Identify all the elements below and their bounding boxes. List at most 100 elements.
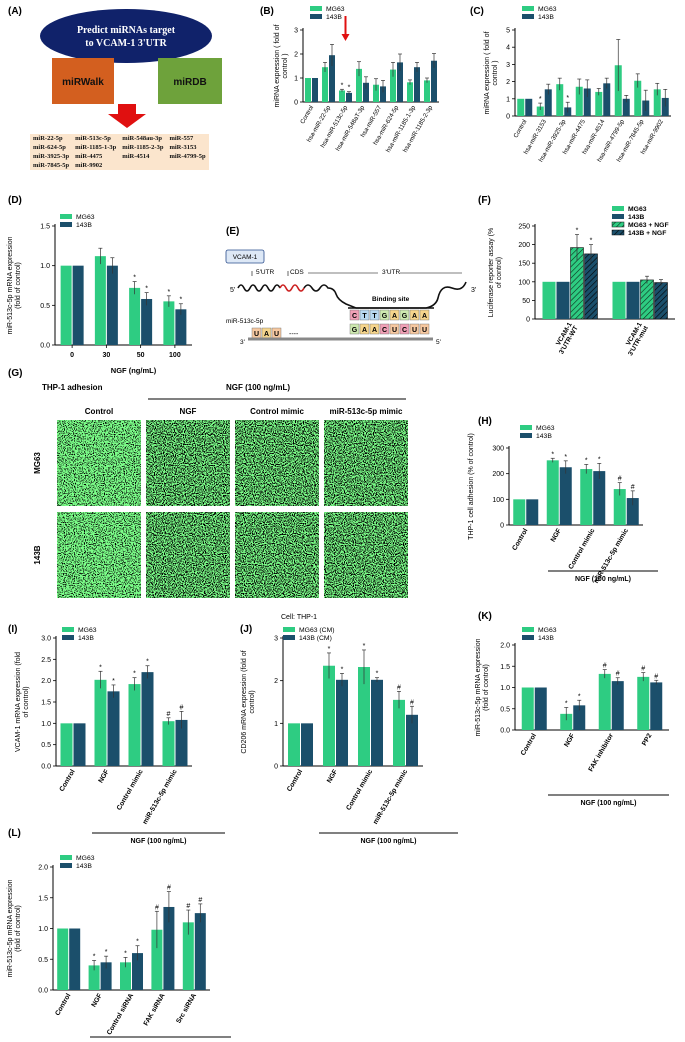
- adhesion-cells: [57, 512, 141, 598]
- significance-mark: #: [397, 684, 401, 691]
- bar: [640, 279, 654, 320]
- mirna-cell: miR-548au-3p: [119, 134, 167, 143]
- y-tick-label: 1.5: [41, 700, 51, 707]
- legend-swatch: [60, 863, 72, 868]
- bar: [542, 281, 556, 319]
- legend-label: MG63: [628, 206, 647, 213]
- mirna-cell: [119, 161, 167, 170]
- predict-oval-line1: Predict miRNAs target: [77, 25, 176, 36]
- y-tick-label: 3: [274, 636, 278, 643]
- y-axis-label: miR-513c-5p mRNA expression(fold of cont…: [475, 638, 490, 736]
- y-axis-label-line: miRNA expression ( fold of: [274, 25, 281, 108]
- x-tick-label-line: miR-513c-5p mimic: [142, 768, 179, 825]
- x-tick-label-line: Control: [59, 768, 77, 793]
- legend-label: 143B: [536, 433, 552, 440]
- chart-title: Cell: THP-1: [281, 614, 317, 621]
- y-tick-label: 3: [294, 28, 298, 35]
- bar: [611, 681, 624, 730]
- y-axis-label-line: control ): [282, 53, 289, 78]
- legend-label: MG63: [326, 6, 345, 13]
- y-tick-label: 1.5: [40, 224, 50, 231]
- legend-swatch: [520, 433, 532, 438]
- chart-k: (K) 0.0 0.5 1.0 1.5 2.0 miR-513c-5p mRNA expre…: [475, 611, 669, 807]
- y-tick-label: 0: [500, 523, 504, 530]
- adhesion-cells: [235, 420, 319, 506]
- mirna-5prime: 5': [436, 339, 441, 346]
- bar: [583, 88, 591, 116]
- nucleotide-box: [389, 323, 400, 335]
- chart-c: (C) 0 1 2 3 4 5 miRNA expression ( fold ofcontr…: [470, 6, 671, 163]
- x-tick-label: Control mimic: [345, 768, 374, 811]
- y-axis-label-line: (fold of control): [15, 262, 22, 309]
- predict-oval: [40, 9, 212, 63]
- y-axis-label-line: Luciferase reporter assay (%: [488, 228, 495, 317]
- bar: [431, 60, 437, 102]
- nucleotide-label: A: [392, 313, 397, 320]
- binding-site-label: Binding site: [372, 296, 410, 303]
- significance-mark: *: [180, 297, 183, 304]
- significance-mark: *: [146, 659, 149, 666]
- x-tick-label-line: NGF: [563, 733, 576, 749]
- nucleotide-box: [379, 323, 390, 335]
- x-tick-label-line: miR-513c-5p mimic: [372, 768, 409, 825]
- adhesion-cells: [57, 420, 141, 506]
- x-tick-label-line: Control mimic: [116, 768, 145, 811]
- bar: [60, 265, 72, 345]
- nucleotide-label: U: [254, 331, 259, 338]
- x-tick-label-line: Control mimic: [345, 768, 374, 811]
- nucleotide-box: [349, 309, 360, 321]
- nucleotide-box: [419, 323, 430, 335]
- panel-letter: (B): [260, 6, 274, 17]
- nucleotide-label: G: [402, 313, 408, 320]
- image-column-label: miR-513c-5p mimic: [330, 407, 403, 416]
- y-tick-label: 2.0: [38, 865, 48, 872]
- significance-mark: *: [564, 454, 567, 461]
- bar: [559, 467, 572, 525]
- y-axis-label-line: VCAM-1 mRNA expression (fold: [15, 652, 22, 752]
- bar: [526, 499, 539, 525]
- y-tick-label: 4: [506, 45, 510, 52]
- bar: [151, 929, 163, 990]
- legend-label: MG63 + NGF: [628, 222, 669, 229]
- bar: [88, 965, 100, 990]
- panel-letter: (L): [8, 828, 21, 839]
- y-axis-label-line: miRNA expression ( fold of: [484, 32, 491, 115]
- significance-mark: *: [566, 95, 569, 102]
- x-axis-label: NGF (ng/mL): [111, 366, 157, 375]
- nucleotide-label: T: [362, 313, 367, 320]
- significance-mark: #: [603, 663, 607, 670]
- y-axis-label-line: control): [249, 690, 256, 713]
- significance-mark: #: [410, 699, 414, 706]
- x-tick-label: 0: [70, 352, 74, 359]
- legend-swatch: [522, 635, 534, 640]
- bar: [397, 62, 403, 102]
- y-axis-label: miR-513c-5p mRNA expression(fold of cont…: [7, 879, 22, 977]
- mirna-cell: [166, 161, 209, 170]
- vcam-box: [225, 249, 265, 264]
- legend-label: 143B: [76, 222, 92, 229]
- significance-mark: *: [363, 643, 366, 650]
- bar: [339, 90, 345, 102]
- bar: [380, 86, 386, 102]
- significance-mark: *: [341, 82, 344, 89]
- bar: [129, 287, 141, 345]
- chart-d: (D) 0.0 0.5 1.0 1.5 miR-513c-5p mRNA expressi…: [7, 195, 192, 375]
- bar: [72, 265, 84, 345]
- legend-label: 143B (CM): [299, 635, 332, 642]
- legend-label: MG63: [538, 627, 557, 634]
- table-row: miR-22-5p miR-513c-5p miR-548au-3p miR-557: [30, 134, 209, 143]
- x-tick-label: Control: [54, 992, 72, 1017]
- nucleotide-box: [419, 309, 430, 321]
- y-tick-label: 2: [506, 79, 510, 86]
- y-tick-label: 50: [522, 298, 530, 305]
- nucleotide-label: U: [274, 331, 279, 338]
- nucleotide-label: A: [362, 327, 367, 334]
- bar: [556, 84, 564, 116]
- x-tick-label: 50: [137, 352, 145, 359]
- nucleotide-box: [369, 309, 380, 321]
- x-tick-label-line: NGF: [550, 528, 563, 544]
- bar: [301, 723, 313, 766]
